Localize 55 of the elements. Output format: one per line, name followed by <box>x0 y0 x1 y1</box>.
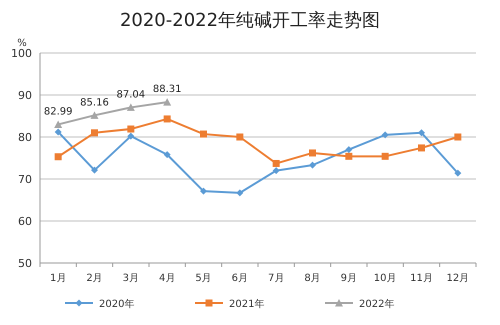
y-tick-label: 100 <box>11 47 32 60</box>
legend-label: 2020年 <box>99 298 134 310</box>
y-tick-label: 80 <box>18 131 32 144</box>
point <box>382 152 389 160</box>
x-tick-label: 6月 <box>232 273 248 284</box>
x-tick-label: 4月 <box>158 273 176 284</box>
x-tick-label: 9月 <box>340 273 358 284</box>
point <box>91 166 98 174</box>
point <box>236 134 244 140</box>
x-tick-label: 5月 <box>195 273 212 284</box>
legend-label: 2022年 <box>359 298 394 310</box>
point <box>272 167 280 174</box>
data-label: 88.31 <box>152 84 182 96</box>
point <box>200 130 207 138</box>
x-tick-label: 2月 <box>86 273 103 284</box>
point <box>345 152 352 160</box>
point <box>54 153 62 160</box>
point <box>382 131 389 138</box>
y-tick-label: 60 <box>18 215 32 228</box>
point <box>127 132 134 140</box>
y-axis-title: % <box>17 38 27 49</box>
point <box>163 98 172 106</box>
data-label: 87.04 <box>116 89 146 100</box>
point <box>454 170 462 177</box>
point <box>418 129 425 136</box>
x-tick-label: 7月 <box>268 273 284 284</box>
data-label: 82.99 <box>44 106 72 118</box>
point <box>345 146 352 154</box>
point <box>54 120 62 128</box>
point <box>272 160 280 167</box>
chart-title: 2020-2022年纯碱开工率走势图 <box>120 10 380 31</box>
point <box>164 115 171 122</box>
point <box>200 188 207 195</box>
point <box>164 151 171 158</box>
point <box>418 144 425 152</box>
point <box>309 149 316 156</box>
data-label: 85.16 <box>80 97 109 108</box>
point <box>309 162 316 169</box>
point <box>90 111 98 119</box>
x-tick-label: 1月 <box>50 273 66 284</box>
point <box>54 128 62 136</box>
x-tick-label: 12月 <box>446 273 470 284</box>
x-tick-label: 11月 <box>410 273 433 284</box>
point <box>126 103 135 111</box>
y-tick-label: 90 <box>18 89 32 102</box>
legend-label: 2021年 <box>229 298 264 310</box>
x-tick-label: 8月 <box>304 273 321 284</box>
y-tick-label: 70 <box>18 173 32 186</box>
point <box>454 134 462 140</box>
point <box>91 129 98 136</box>
point <box>127 126 134 133</box>
y-tick-label: 50 <box>18 257 32 270</box>
point <box>236 189 244 196</box>
x-tick-label: 3月 <box>122 273 140 284</box>
x-tick-label: 10月 <box>374 273 397 284</box>
